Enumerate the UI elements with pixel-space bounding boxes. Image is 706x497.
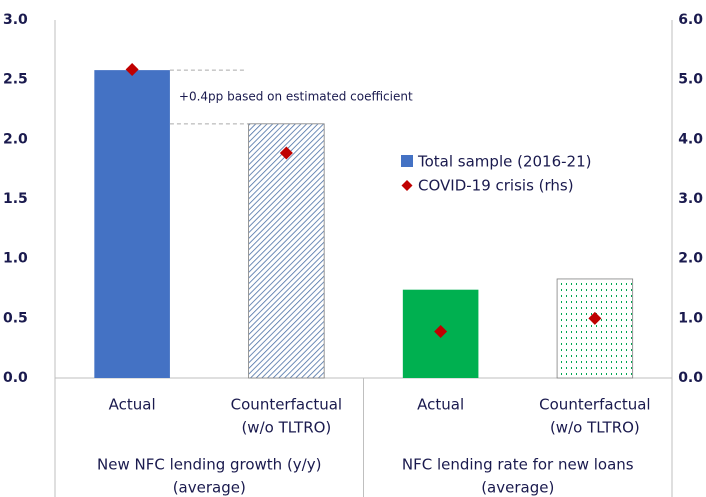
y2-tick-label: 3.0 [678,191,703,207]
legend-label: Total sample (2016-21) [417,153,591,171]
y-tick-label: 0.0 [3,370,28,386]
y-tick-label: 3.0 [3,12,28,28]
group-label: (average) [481,479,554,497]
x-tick-label: (w/o TLTRO) [550,419,640,437]
y-tick-label: 0.5 [3,310,28,326]
x-tick-label: Actual [417,396,464,414]
y2-tick-label: 0.0 [678,370,703,386]
group-label: NFC lending rate for new loans [402,456,634,474]
y2-tick-label: 2.0 [678,251,703,267]
x-tick-label: Counterfactual [231,396,342,414]
bar [248,123,325,379]
y2-tick-label: 6.0 [678,12,703,28]
bar [556,278,634,379]
y2-tick-label: 1.0 [678,310,703,326]
x-tick-label: Counterfactual [539,396,650,414]
bar [94,70,170,379]
diamond-marker [588,311,602,325]
y-tick-label: 1.5 [3,191,28,207]
x-tick-label: Actual [109,396,156,414]
y-tick-label: 2.0 [3,131,28,147]
diamond-marker [434,324,448,338]
legend-swatch [401,155,413,167]
group-label: New NFC lending growth (y/y) [97,456,321,474]
legend-label: COVID-19 crisis (rhs) [418,177,574,195]
y2-tick-label: 4.0 [678,131,703,147]
group-label: (average) [173,479,246,497]
diamond-marker [125,63,139,77]
diamond-marker [279,146,293,160]
y-tick-label: 2.5 [3,72,28,88]
x-tick-label: (w/o TLTRO) [241,419,331,437]
legend-swatch [401,180,413,191]
y-tick-label: 1.0 [3,251,28,267]
y2-tick-label: 5.0 [678,72,703,88]
annotation: +0.4pp based on estimated coefficient [179,89,413,103]
